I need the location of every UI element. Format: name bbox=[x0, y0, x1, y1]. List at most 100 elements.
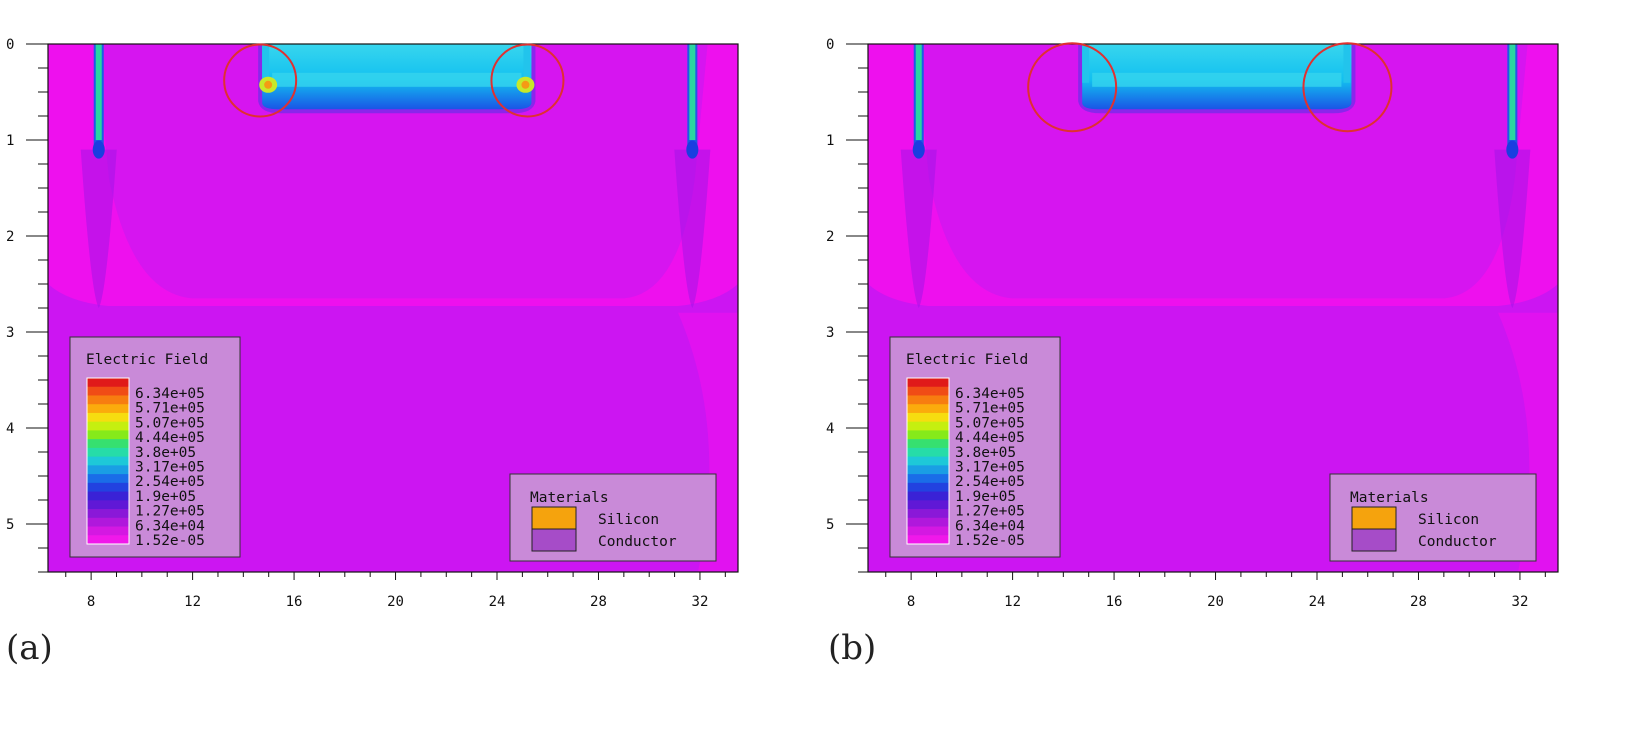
legend-swatch bbox=[907, 412, 949, 423]
y-tick-label: 4 bbox=[6, 421, 14, 437]
legend-swatch bbox=[87, 421, 129, 431]
right-edge-band bbox=[678, 312, 738, 572]
legend-swatch bbox=[907, 509, 949, 519]
trench-connector-left bbox=[1082, 44, 1090, 83]
material-swatch-conductor bbox=[1351, 528, 1397, 552]
y-tick-label: 4 bbox=[826, 421, 834, 437]
side-trench-left bbox=[915, 44, 922, 140]
material-swatch-silicon bbox=[1351, 506, 1397, 530]
legend-swatch bbox=[907, 500, 949, 510]
materials-title: Materials bbox=[530, 490, 609, 506]
caption-b: (b) bbox=[828, 628, 877, 668]
main-trench-top-strip bbox=[1092, 72, 1342, 87]
highlight-circle-right bbox=[1302, 42, 1393, 133]
material-label-conductor: Conductor bbox=[1418, 534, 1497, 550]
legend-value: 3.17e+05 bbox=[135, 460, 205, 476]
legend-value: 6.34e+04 bbox=[135, 518, 205, 534]
x-tick-label: 28 bbox=[1410, 594, 1427, 610]
legend-value: 6.34e+05 bbox=[955, 386, 1025, 402]
legend-value: 1.27e+05 bbox=[955, 504, 1025, 520]
x-tick-label: 8 bbox=[907, 594, 915, 610]
x-tick-label: 28 bbox=[590, 594, 607, 610]
side-trench-tip-right bbox=[686, 140, 699, 159]
x-tick-label: 24 bbox=[1309, 594, 1326, 610]
legend-swatch bbox=[87, 509, 129, 519]
legend-value: 3.17e+05 bbox=[955, 460, 1025, 476]
x-tick-label: 12 bbox=[1004, 594, 1021, 610]
material-label-silicon: Silicon bbox=[1418, 512, 1479, 528]
legend-swatch bbox=[87, 535, 129, 545]
legend-swatch bbox=[87, 526, 129, 536]
legend-value: 4.44e+05 bbox=[135, 430, 205, 446]
x-tick-label: 32 bbox=[1512, 594, 1529, 610]
legend-swatch bbox=[87, 378, 129, 388]
legend-swatch bbox=[907, 447, 949, 458]
caption-a: (a) bbox=[6, 628, 53, 668]
y-tick-label: 3 bbox=[6, 325, 14, 341]
x-tick-label: 12 bbox=[184, 594, 201, 610]
panel-a: 0 1 2 3 4 5 8 12 16 20 24 28 32 Electric Field 6.34e+0… bbox=[6, 37, 739, 668]
legend-value: 5.07e+05 bbox=[955, 415, 1025, 431]
legend-value: 1.52e-05 bbox=[135, 533, 205, 549]
y-tick-label: 2 bbox=[6, 229, 14, 245]
x-tick-label: 8 bbox=[87, 594, 95, 610]
legend-value: 3.8e+05 bbox=[135, 445, 196, 461]
legend-swatch bbox=[907, 395, 949, 405]
legend-swatch bbox=[907, 421, 949, 431]
materials-title: Materials bbox=[1350, 490, 1429, 506]
bowl-field-region bbox=[916, 44, 1528, 299]
y-tick-label: 5 bbox=[826, 517, 834, 533]
main-trench-top-strip bbox=[272, 72, 522, 87]
side-trench-tip-left bbox=[92, 140, 105, 159]
x-tick-label: 24 bbox=[489, 594, 506, 610]
legend-swatch bbox=[87, 500, 129, 510]
legend-value: 6.34e+05 bbox=[135, 386, 205, 402]
side-halo-left bbox=[900, 149, 937, 308]
legend-value: 6.34e+04 bbox=[955, 518, 1025, 534]
legend-swatch bbox=[907, 526, 949, 536]
legend-value: 2.54e+05 bbox=[955, 474, 1025, 490]
legend-swatch bbox=[87, 404, 129, 414]
legend-value: 1.52e-05 bbox=[955, 533, 1025, 549]
legend-value: 5.71e+05 bbox=[955, 401, 1025, 417]
legend-title: Electric Field bbox=[906, 352, 1028, 368]
legend-value: 1.9e+05 bbox=[135, 489, 196, 505]
legend-swatch bbox=[87, 517, 129, 528]
x-tick-label: 16 bbox=[286, 594, 303, 610]
legend-swatch bbox=[87, 386, 129, 396]
legend-bar-frame bbox=[86, 377, 130, 545]
legend-swatch bbox=[907, 378, 949, 388]
side-halo-right bbox=[1494, 149, 1531, 308]
trench-connector-right bbox=[523, 44, 531, 83]
legend-title: Electric Field bbox=[86, 352, 208, 368]
side-trench-tip-left bbox=[912, 140, 925, 159]
legend-bar-frame bbox=[906, 377, 950, 545]
legend-swatch bbox=[907, 386, 949, 396]
legend-swatch bbox=[87, 456, 129, 466]
hot-spot-core-left bbox=[264, 80, 273, 89]
legend-swatch bbox=[87, 430, 129, 440]
x-tick-label: 32 bbox=[692, 594, 709, 610]
legend-swatch bbox=[907, 474, 949, 484]
legend-value: 2.54e+05 bbox=[135, 474, 205, 490]
highlight-circle-right bbox=[490, 43, 565, 118]
legend-swatch bbox=[87, 474, 129, 484]
legend-swatch bbox=[907, 517, 949, 528]
legend-value: 4.44e+05 bbox=[955, 430, 1025, 446]
legend-value: 1.9e+05 bbox=[955, 489, 1016, 505]
electric-field-legend: Electric Field 6.34e+055.71e+055.07e+054.… bbox=[889, 336, 1061, 558]
trench-connector-left bbox=[262, 44, 270, 83]
panel-b: 0 1 2 3 4 5 8 12 16 20 24 28 32 Electric Field 6.34e+0… bbox=[820, 0, 1640, 738]
material-swatch-conductor bbox=[531, 528, 577, 552]
y-axis: 0 1 2 3 4 5 bbox=[6, 37, 48, 573]
legend-swatch bbox=[87, 439, 129, 449]
y-tick-label: 0 bbox=[6, 37, 14, 53]
side-halo-left bbox=[80, 149, 117, 308]
legend-swatch bbox=[907, 456, 949, 466]
legend-value: 3.8e+05 bbox=[955, 445, 1016, 461]
legend-swatch bbox=[907, 430, 949, 440]
y-tick-label: 3 bbox=[826, 325, 834, 341]
y-tick-label: 1 bbox=[826, 133, 834, 149]
legend-swatch bbox=[87, 482, 129, 493]
